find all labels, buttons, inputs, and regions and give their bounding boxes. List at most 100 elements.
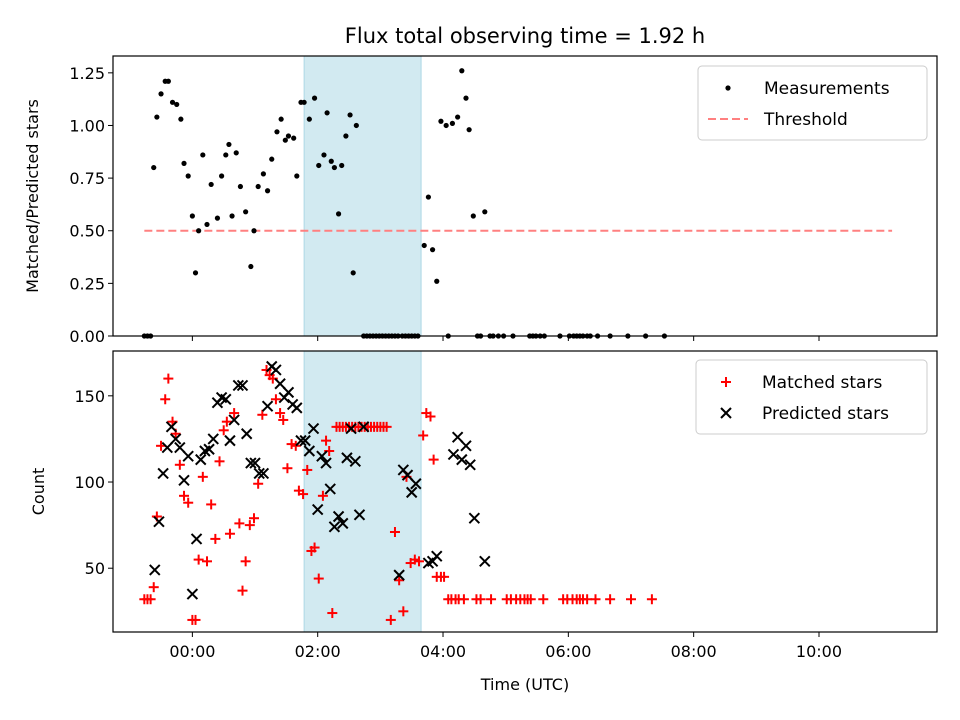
bottom-shade-rect (303, 350, 422, 633)
predicted-star-marker (393, 569, 405, 581)
measurement-point (421, 242, 427, 249)
measurement-point (165, 78, 171, 84)
predicted-marker-b (157, 467, 169, 480)
matched-star-marker (190, 614, 201, 625)
predicted-star-marker (295, 434, 307, 447)
predicted-marker-b (349, 455, 361, 468)
predicted-marker-b (299, 434, 311, 447)
matched-star-marker (389, 527, 400, 538)
predicted-marker-b (282, 386, 295, 399)
measurement-point (463, 95, 469, 101)
predicted-star-marker (456, 453, 468, 466)
matched-star-marker (428, 454, 439, 465)
legend-dot-icon (725, 85, 731, 91)
matched-star-marker (229, 408, 240, 419)
matched-star-marker (385, 614, 396, 625)
matched-star-marker (193, 554, 204, 565)
predicted-star-marker (468, 512, 481, 524)
legend-item: Matched stars (721, 373, 882, 393)
matched-star-marker (257, 409, 268, 420)
measurement-point (321, 152, 327, 158)
predicted-marker-b (149, 564, 161, 576)
measurement-point (229, 213, 235, 219)
matched-star-marker (240, 556, 251, 567)
predicted-marker-b (195, 453, 207, 466)
top-y-tick-label: 0.50 (69, 222, 105, 241)
matched-star-marker (183, 497, 194, 508)
predicted-star-marker (311, 503, 324, 516)
matched-star-marker (317, 490, 328, 501)
measurement-point (208, 181, 214, 188)
measurement-point (429, 247, 436, 253)
predicted-marker-b (274, 378, 286, 390)
top-y-tick-label: 1.00 (69, 116, 105, 135)
predicted-marker-b (295, 434, 307, 447)
matched-star-marker (458, 594, 469, 605)
predicted-marker-b (186, 588, 199, 600)
predicted-star-marker (178, 474, 190, 487)
predicted-star-marker (203, 443, 215, 455)
predicted-star-marker (253, 467, 265, 480)
predicted-star-marker (186, 588, 199, 600)
matched-star-marker (282, 463, 293, 474)
predicted-star-marker (405, 486, 418, 499)
legend-item: Threshold (708, 110, 848, 130)
measurement-point (335, 211, 342, 217)
predicted-marker-b (220, 393, 232, 405)
matched-star-marker (197, 471, 208, 482)
predicted-star-marker (149, 564, 161, 576)
matched-star-marker (475, 594, 486, 605)
predicted-marker-b (464, 459, 476, 471)
predicted-star-marker (224, 434, 236, 447)
predicted-marker-b (236, 379, 249, 392)
predicted-marker-b (328, 521, 341, 533)
measurement-point (353, 122, 359, 129)
bottom-y-tick-label: 50 (85, 559, 105, 578)
bottom-observing-interval-shade (303, 350, 422, 633)
predicted-marker-b (261, 400, 274, 412)
bottom-y-tick-label: 100 (74, 473, 105, 492)
predicted-marker-b (451, 431, 464, 443)
x-axis-label: Time (UTC) (480, 675, 569, 694)
measurement-point (189, 213, 195, 219)
measurement-point (306, 116, 312, 122)
measurement-point (459, 68, 465, 74)
matched-star-marker (381, 421, 392, 432)
x-tick-label: 02:00 (295, 642, 341, 661)
measurement-point (174, 101, 180, 108)
predicted-star-marker (479, 555, 491, 568)
matched-star-marker (439, 571, 450, 582)
measurement-point (343, 133, 349, 139)
matched-star-marker (261, 364, 272, 375)
predicted-star-marker (245, 457, 257, 469)
predicted-marker-b (401, 469, 414, 481)
top-y-axis: 0.00 0.25 0.50 0.75 1.00 1.25 (69, 64, 113, 346)
measurement-point (223, 152, 229, 158)
predicted-marker-b (460, 440, 472, 452)
predicted-marker-b (182, 450, 194, 462)
matched-star-marker (210, 533, 221, 544)
top-legend: Measurements Threshold (697, 65, 928, 141)
predicted-star-marker (353, 509, 366, 521)
matched-star-marker (321, 435, 332, 446)
x-tick-label: 00:00 (169, 642, 215, 661)
x-tick-label: 04:00 (420, 642, 466, 661)
matched-star-marker (290, 440, 301, 451)
predicted-star-marker (320, 457, 332, 469)
predicted-marker-b (303, 445, 316, 457)
measurement-point (154, 114, 160, 120)
measurement-point (248, 263, 254, 270)
legend-box (695, 359, 928, 435)
matched-star-marker (218, 425, 229, 436)
measurement-point (260, 171, 266, 177)
predicted-marker-b (357, 421, 370, 433)
predicted-marker-b (405, 486, 418, 499)
matched-star-marker (253, 478, 264, 489)
predicted-marker-b (249, 457, 261, 469)
predicted-star-marker (324, 483, 336, 495)
predicted-star-marker (161, 441, 174, 454)
measurement-point (282, 137, 288, 143)
predicted-marker-b (431, 550, 443, 562)
predicted-marker-b (169, 433, 182, 445)
